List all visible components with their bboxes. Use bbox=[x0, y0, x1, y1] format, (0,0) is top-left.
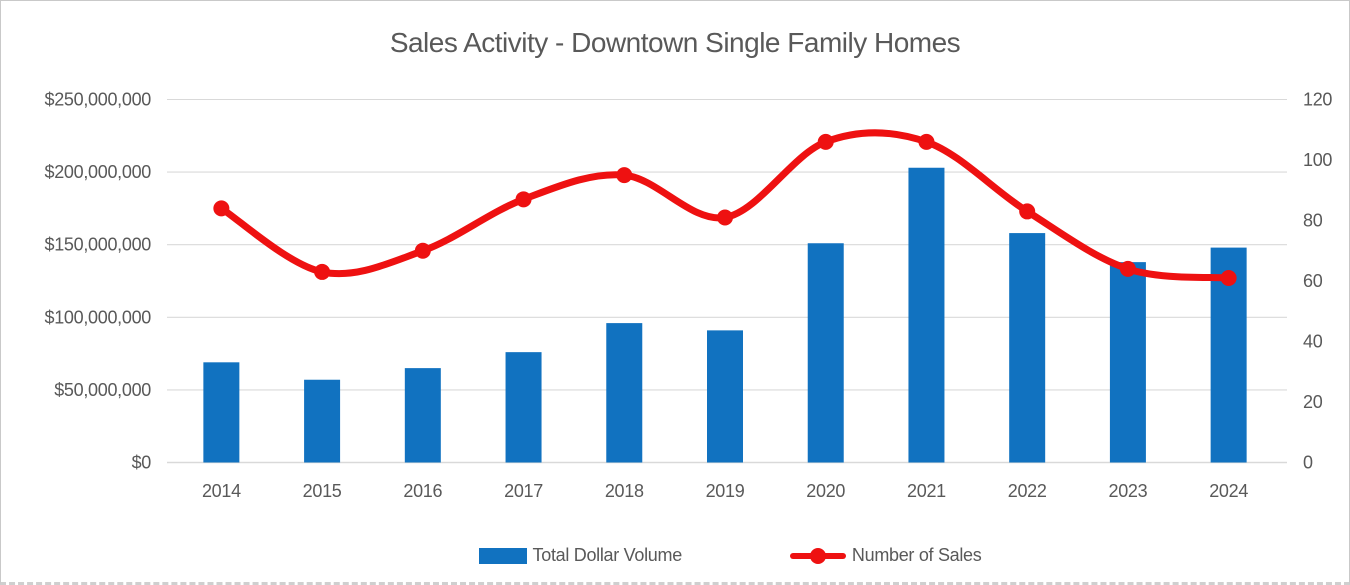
line-marker-2023 bbox=[1119, 260, 1136, 277]
line-marker-2014 bbox=[213, 200, 230, 217]
x-tick-label-2020: 2020 bbox=[806, 481, 845, 501]
line-marker-2019 bbox=[717, 209, 733, 226]
y-left-tick-label: $100,000,000 bbox=[44, 307, 151, 327]
bar-2017 bbox=[505, 352, 542, 463]
x-tick-label-2016: 2016 bbox=[403, 481, 442, 501]
legend-item-number-of-sales: Number of Sales bbox=[789, 545, 982, 566]
y-left-tick-label: $150,000,000 bbox=[44, 235, 151, 255]
y-right-tick-label: 20 bbox=[1303, 392, 1323, 412]
x-tick-label-2017: 2017 bbox=[504, 481, 543, 501]
x-tick-label-2021: 2021 bbox=[907, 481, 946, 501]
legend-label-number-of-sales: Number of Sales bbox=[851, 545, 982, 565]
line-marker-2016 bbox=[414, 242, 431, 259]
bar-2014 bbox=[203, 362, 240, 463]
y-right-tick-label: 40 bbox=[1303, 332, 1323, 352]
x-tick-label-2014: 2014 bbox=[202, 481, 241, 501]
bar-2021 bbox=[908, 167, 945, 463]
line-marker-2020 bbox=[817, 133, 834, 150]
y-left-tick-label: $250,000,000 bbox=[44, 90, 151, 110]
legend-item-total-dollar-volume: Total Dollar Volume bbox=[478, 545, 683, 566]
x-tick-label-2022: 2022 bbox=[1008, 481, 1047, 501]
x-tick-label-2018: 2018 bbox=[605, 481, 644, 501]
bar-2022 bbox=[1009, 233, 1046, 463]
bar-2020 bbox=[807, 243, 844, 463]
legend-label-total-dollar-volume: Total Dollar Volume bbox=[532, 545, 683, 565]
bar-2019 bbox=[707, 330, 743, 463]
line-series-swatch-icon bbox=[789, 547, 846, 564]
y-right-tick-label: 60 bbox=[1303, 271, 1323, 291]
y-right-tick-label: 0 bbox=[1303, 453, 1313, 473]
x-tick-label-2023: 2023 bbox=[1108, 481, 1147, 501]
bar-2015 bbox=[304, 379, 341, 463]
x-tick-label-2024: 2024 bbox=[1209, 481, 1248, 501]
x-tick-label-2019: 2019 bbox=[706, 481, 745, 501]
bar-series-swatch-icon bbox=[478, 547, 527, 564]
y-right-tick-label: 100 bbox=[1303, 150, 1332, 170]
bar-2023 bbox=[1109, 262, 1146, 463]
y-right-tick-label: 120 bbox=[1303, 90, 1332, 110]
line-marker-2024 bbox=[1220, 269, 1237, 286]
line-marker-2021 bbox=[918, 133, 935, 150]
chart-legend: Total Dollar Volume Number of Sales bbox=[56, 545, 1349, 566]
bar-2018 bbox=[606, 323, 643, 463]
y-right-tick-label: 80 bbox=[1303, 211, 1323, 231]
line-marker-2015 bbox=[314, 263, 331, 280]
line-marker-2018 bbox=[616, 167, 633, 184]
y-left-tick-label: $200,000,000 bbox=[44, 162, 151, 182]
y-left-tick-label: $0 bbox=[132, 453, 152, 473]
y-left-tick-label: $50,000,000 bbox=[54, 380, 151, 400]
sales-line bbox=[217, 129, 1233, 282]
line-marker-2022 bbox=[1019, 203, 1036, 220]
chart-title: Sales Activity - Downtown Single Family … bbox=[389, 27, 961, 58]
line-marker-2017 bbox=[515, 191, 532, 208]
x-tick-label-2015: 2015 bbox=[303, 481, 342, 501]
bar-2016 bbox=[404, 368, 441, 463]
